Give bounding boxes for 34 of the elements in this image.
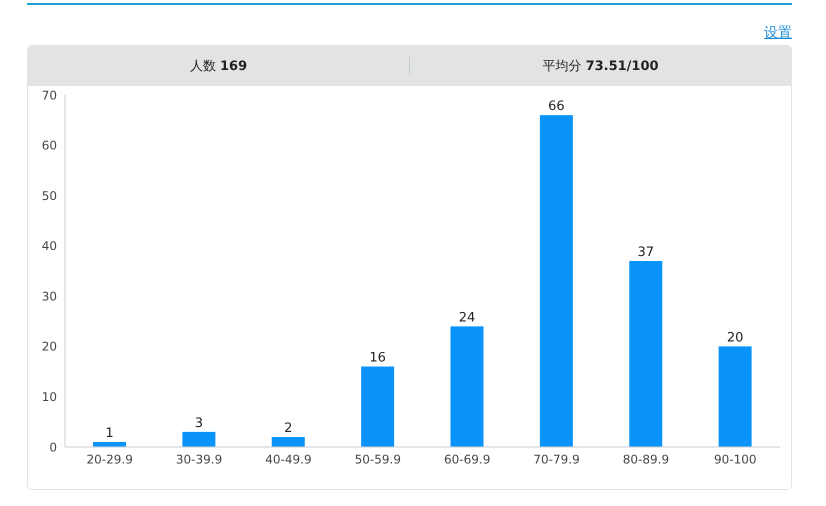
y-tick-label: 70 [42,88,57,102]
bar [629,260,662,447]
data-label: 20 [726,330,744,346]
x-tick-label: 80-89.9 [622,452,670,467]
x-tick-label: 50-59.9 [354,452,401,467]
bar [361,366,394,447]
data-label: 1 [105,426,114,441]
data-label: 2 [284,420,292,436]
text: 人数 169 [190,59,248,74]
data-label: 3 [194,416,204,431]
y-tick-label: 60 [42,138,57,153]
data-label: 66 [548,99,565,114]
bar [540,115,573,447]
data-label: 24 [458,310,476,326]
x-tick-label: 60-69.9 [444,452,490,467]
x-tick-label: 20-29.9 [86,452,133,467]
bar [182,432,216,447]
text: 设置 [764,24,792,42]
x-tick-label: 90-100 [714,452,757,467]
data-label: 37 [637,244,654,260]
x-tick-label: 30-39.9 [176,452,222,467]
bar [718,346,752,447]
text: 平均分 73.51/100 [542,59,659,74]
x-tick-label: 40-49.9 [265,452,312,467]
y-tick-label: 40 [42,239,57,254]
y-tick-label: 50 [42,188,57,203]
x-tick-label: 70-79.9 [533,452,580,467]
y-tick-label: 30 [42,289,57,304]
y-tick-label: 20 [42,340,57,354]
data-label: 16 [369,350,386,366]
y-tick-label: 10 [42,390,57,404]
y-tick-label: 0 [49,440,57,454]
bar [450,326,484,447]
bar [272,436,305,447]
